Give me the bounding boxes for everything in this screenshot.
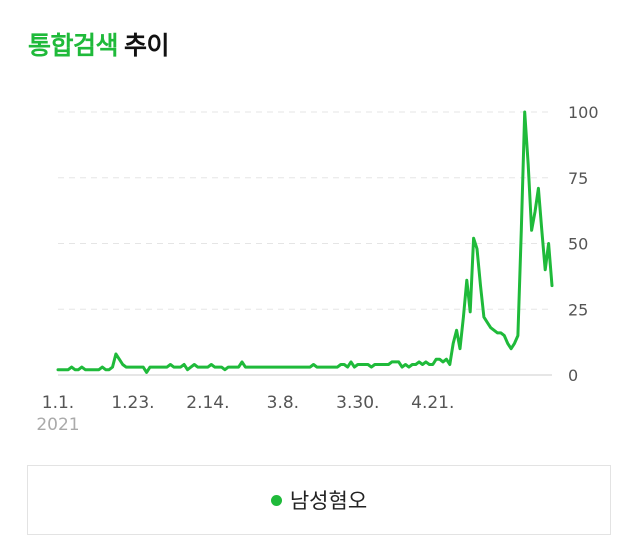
x-year-label: 2021 — [36, 415, 79, 435]
x-tick-label: 3.8. — [267, 393, 299, 413]
trend-chart: 0 25 50 75 100 1.1. 1.23. 2.14. 3.8. 3.30. 4.21. 20… — [36, 103, 599, 435]
legend-label: 남성혐오 — [289, 489, 368, 513]
y-tick-label: 100 — [568, 103, 599, 122]
y-tick-label: 0 — [568, 366, 578, 385]
title-accent: 통합검색 — [28, 31, 119, 60]
legend-dot-icon — [270, 494, 282, 506]
x-tick-label: 1.1. — [42, 393, 74, 413]
chart-title: 통합검색 추이 — [28, 26, 170, 62]
y-tick-label: 25 — [568, 300, 588, 319]
x-tick-label: 4.21. — [411, 393, 454, 413]
x-tick-label: 3.30. — [336, 393, 379, 413]
x-tick-label: 1.23. — [111, 393, 154, 413]
title-rest: 추이 — [124, 31, 170, 60]
series-line-남성혐오 — [56, 110, 554, 374]
x-tick-label: 2.14. — [186, 393, 229, 413]
y-tick-label: 50 — [568, 235, 588, 254]
y-tick-label: 75 — [568, 169, 588, 188]
legend: 남성혐오 — [27, 465, 611, 535]
